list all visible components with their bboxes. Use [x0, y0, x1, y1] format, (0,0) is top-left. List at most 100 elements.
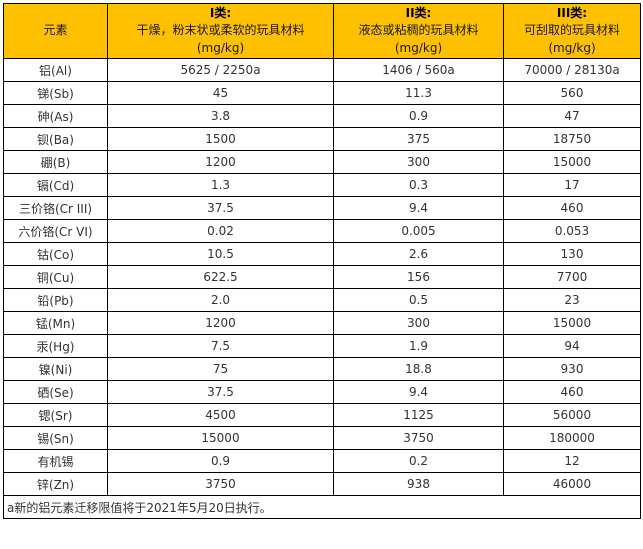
- header-class2-title: II类:: [405, 6, 432, 20]
- header-class1: I类: 干燥，粉末状或柔软的玩具材料 (mg/kg): [107, 2, 334, 60]
- footnote-row: a新的铝元素迁移限值将于2021年5月20日执行。: [3, 495, 641, 520]
- value-cell-class3: 56000: [503, 403, 641, 428]
- value-cell-class3: 15000: [503, 311, 641, 336]
- table-row: 镉(Cd) 1.3 0.3 17: [3, 173, 641, 198]
- element-cell: 硼(B): [3, 150, 108, 175]
- table-row: 六价铬(Cr VI) 0.02 0.005 0.053: [3, 219, 641, 244]
- value-cell-class2: 300: [333, 311, 504, 336]
- element-cell: 汞(Hg): [3, 334, 108, 359]
- element-cell: 锶(Sr): [3, 403, 108, 428]
- migration-limits-table: 元素 I类: 干燥，粉末状或柔软的玩具材料 (mg/kg) II类: 液态或粘稠…: [3, 2, 641, 520]
- value-cell-class2: 3750: [333, 426, 504, 451]
- value-cell-class2: 18.8: [333, 357, 504, 382]
- table-footer: a新的铝元素迁移限值将于2021年5月20日执行。: [3, 495, 641, 520]
- value-cell-class1: 0.9: [107, 449, 334, 474]
- value-cell-class3: 460: [503, 380, 641, 405]
- element-cell: 三价铬(Cr III): [3, 196, 108, 221]
- value-cell-class3: 7700: [503, 265, 641, 290]
- table-row: 硒(Se) 37.5 9.4 460: [3, 380, 641, 405]
- value-cell-class2: 9.4: [333, 380, 504, 405]
- element-cell: 硒(Se): [3, 380, 108, 405]
- table-row: 锶(Sr) 4500 1125 56000: [3, 403, 641, 428]
- value-cell-class3: 460: [503, 196, 641, 221]
- value-cell-class2: 11.3: [333, 81, 504, 106]
- header-class3-desc: 可刮取的玩具材料: [523, 23, 620, 38]
- value-cell-class3: 0.053: [503, 219, 641, 244]
- value-cell-class1: 37.5: [107, 196, 334, 221]
- element-cell: 六价铬(Cr VI): [3, 219, 108, 244]
- table-row: 锡(Sn) 15000 3750 180000: [3, 426, 641, 451]
- value-cell-class2: 1125: [333, 403, 504, 428]
- value-cell-class1: 1200: [107, 311, 334, 336]
- element-cell: 锰(Mn): [3, 311, 108, 336]
- value-cell-class2: 0.9: [333, 104, 504, 129]
- table-row: 汞(Hg) 7.5 1.9 94: [3, 334, 641, 359]
- element-cell: 铝(Al): [3, 58, 108, 83]
- value-cell-class1: 3750: [107, 472, 334, 497]
- element-cell: 锡(Sn): [3, 426, 108, 451]
- value-cell-class1: 15000: [107, 426, 334, 451]
- table-row: 砷(As) 3.8 0.9 47: [3, 104, 641, 129]
- value-cell-class1: 0.02: [107, 219, 334, 244]
- value-cell-class1: 3.8: [107, 104, 334, 129]
- table-header: 元素 I类: 干燥，粉末状或柔软的玩具材料 (mg/kg) II类: 液态或粘稠…: [3, 2, 641, 60]
- header-class1-unit: (mg/kg): [196, 40, 245, 55]
- value-cell-class1: 75: [107, 357, 334, 382]
- value-cell-class1: 45: [107, 81, 334, 106]
- value-cell-class2: 1406 / 560a: [333, 58, 504, 83]
- value-cell-class3: 47: [503, 104, 641, 129]
- element-cell: 有机锡: [3, 449, 108, 474]
- value-cell-class3: 94: [503, 334, 641, 359]
- value-cell-class2: 938: [333, 472, 504, 497]
- table-row: 铝(Al) 5625 / 2250a 1406 / 560a 70000 / 2813…: [3, 58, 641, 83]
- header-class2: II类: 液态或粘稠的玩具材料 (mg/kg): [333, 2, 504, 60]
- header-row: 元素 I类: 干燥，粉末状或柔软的玩具材料 (mg/kg) II类: 液态或粘稠…: [3, 2, 641, 60]
- element-cell: 铅(Pb): [3, 288, 108, 313]
- table-body: 铝(Al) 5625 / 2250a 1406 / 560a 70000 / 2813…: [3, 58, 641, 497]
- value-cell-class3: 930: [503, 357, 641, 382]
- value-cell-class1: 1200: [107, 150, 334, 175]
- table-row: 镍(Ni) 75 18.8 930: [3, 357, 641, 382]
- element-cell: 镍(Ni): [3, 357, 108, 382]
- element-cell: 砷(As): [3, 104, 108, 129]
- value-cell-class1: 1500: [107, 127, 334, 152]
- header-class3: III类: 可刮取的玩具材料 (mg/kg): [503, 2, 641, 60]
- value-cell-class2: 0.005: [333, 219, 504, 244]
- value-cell-class3: 18750: [503, 127, 641, 152]
- value-cell-class1: 5625 / 2250a: [107, 58, 334, 83]
- table-row: 钴(Co) 10.5 2.6 130: [3, 242, 641, 267]
- table-row: 硼(B) 1200 300 15000: [3, 150, 641, 175]
- table-row: 钡(Ba) 1500 375 18750: [3, 127, 641, 152]
- value-cell-class1: 37.5: [107, 380, 334, 405]
- value-cell-class3: 130: [503, 242, 641, 267]
- header-class2-unit: (mg/kg): [394, 40, 443, 55]
- header-class1-desc: 干燥，粉末状或柔软的玩具材料: [136, 23, 305, 38]
- value-cell-class3: 23: [503, 288, 641, 313]
- element-cell: 镉(Cd): [3, 173, 108, 198]
- value-cell-class2: 0.5: [333, 288, 504, 313]
- element-cell: 铜(Cu): [3, 265, 108, 290]
- value-cell-class1: 4500: [107, 403, 334, 428]
- value-cell-class1: 7.5: [107, 334, 334, 359]
- element-cell: 钡(Ba): [3, 127, 108, 152]
- table-row: 三价铬(Cr III) 37.5 9.4 460: [3, 196, 641, 221]
- element-cell: 钴(Co): [3, 242, 108, 267]
- table-row: 锑(Sb) 45 11.3 560: [3, 81, 641, 106]
- header-class1-title: I类:: [209, 6, 232, 20]
- value-cell-class3: 15000: [503, 150, 641, 175]
- value-cell-class3: 180000: [503, 426, 641, 451]
- value-cell-class3: 560: [503, 81, 641, 106]
- value-cell-class2: 9.4: [333, 196, 504, 221]
- value-cell-class3: 17: [503, 173, 641, 198]
- table-row: 铜(Cu) 622.5 156 7700: [3, 265, 641, 290]
- element-cell: 锑(Sb): [3, 81, 108, 106]
- table-row: 锌(Zn) 3750 938 46000: [3, 472, 641, 497]
- value-cell-class2: 0.2: [333, 449, 504, 474]
- header-class3-title: III类:: [556, 6, 588, 20]
- value-cell-class2: 156: [333, 265, 504, 290]
- header-class2-desc: 液态或粘稠的玩具材料: [358, 23, 479, 38]
- value-cell-class2: 0.3: [333, 173, 504, 198]
- value-cell-class2: 1.9: [333, 334, 504, 359]
- value-cell-class2: 300: [333, 150, 504, 175]
